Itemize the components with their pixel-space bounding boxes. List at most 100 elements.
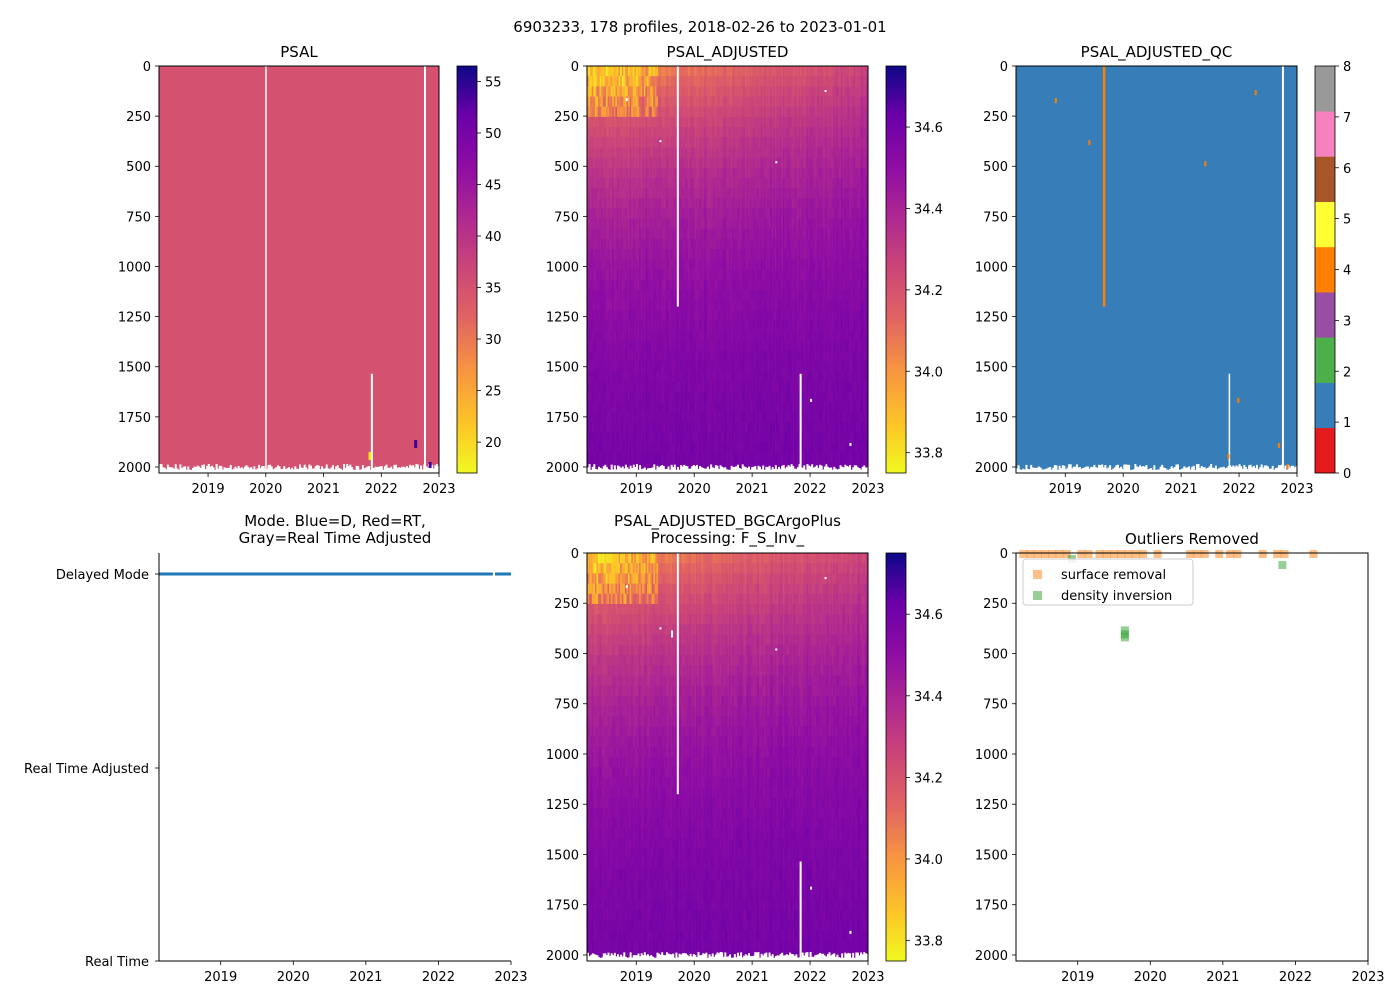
heatmap-cell: [662, 432, 665, 443]
heatmap-cell: [664, 330, 667, 342]
missing-data-cell: [278, 466, 281, 473]
heatmap-cell: [656, 371, 659, 382]
heatmap-cell: [612, 76, 615, 87]
heatmap-cell: [651, 218, 654, 230]
heatmap-cell: [664, 452, 667, 464]
heatmap-cell: [648, 137, 651, 148]
heatmap-cell: [648, 96, 651, 108]
heatmap-cell: [680, 371, 683, 382]
heatmap-cell: [672, 340, 675, 352]
heatmap-cell: [676, 350, 679, 362]
heatmap-cell: [612, 381, 615, 392]
heatmap-cell: [613, 96, 616, 108]
heatmap-cell: [664, 228, 667, 240]
heatmap-cell: [626, 411, 629, 423]
heatmap-cell: [623, 381, 626, 392]
heatmap-cell: [628, 269, 631, 281]
heatmap-cell: [601, 177, 604, 189]
heatmap-cell: [648, 116, 651, 128]
heatmap-cell: [620, 76, 623, 87]
missing-data-cell: [382, 469, 385, 473]
heatmap-cell: [650, 330, 653, 342]
heatmap-cell: [643, 411, 646, 423]
heatmap-cell: [620, 279, 623, 291]
heatmap-cell: [658, 116, 661, 128]
heatmap-cell: [588, 442, 591, 454]
heatmap-cell: [605, 350, 608, 362]
heatmap-cell: [631, 177, 634, 189]
heatmap-cell: [669, 76, 672, 87]
heatmap-cell: [672, 157, 675, 169]
heatmap-cell: [607, 330, 610, 342]
heatmap-cell: [629, 116, 632, 128]
heatmap-cell: [639, 269, 642, 281]
heatmap-cell: [650, 188, 653, 199]
heatmap-cell: [615, 167, 618, 179]
heatmap-cell: [659, 208, 662, 220]
heatmap-cell: [680, 269, 683, 281]
heatmap-cell: [643, 340, 646, 352]
heatmap-cell: [587, 249, 589, 260]
heatmap-cell: [667, 96, 670, 108]
heatmap-cell: [602, 401, 605, 413]
heatmap-cell: [629, 249, 632, 260]
heatmap-cell: [642, 106, 645, 118]
heatmap-cell: [661, 401, 664, 413]
heatmap-cell: [618, 177, 621, 189]
heatmap-cell: [662, 310, 665, 321]
heatmap-cell: [593, 137, 596, 148]
heatmap-cell: [650, 391, 653, 403]
heatmap-cell: [637, 340, 640, 352]
missing-data-cell: [292, 469, 295, 473]
heatmap-cell: [604, 320, 607, 331]
heatmap-cell: [635, 350, 638, 362]
heatmap-cell: [651, 238, 654, 250]
heatmap-cell: [651, 137, 654, 148]
heatmap-cell: [631, 279, 634, 291]
heatmap-cell: [599, 432, 602, 443]
heatmap-cell: [643, 279, 646, 291]
heatmap-cell: [591, 167, 594, 179]
heatmap-cell: [629, 411, 632, 423]
missing-data-cell: [314, 466, 317, 473]
heatmap-cell: [610, 96, 613, 108]
heatmap-cell: [604, 422, 607, 433]
heatmap-cell: [651, 76, 654, 87]
heatmap-cell: [659, 249, 662, 260]
heatmap-cell: [658, 106, 661, 118]
heatmap-cell: [607, 238, 610, 250]
heatmap-cell: [607, 381, 610, 392]
y-tick-label: 500: [126, 160, 151, 175]
heatmap-cell: [613, 371, 616, 382]
heatmap-cell: [599, 249, 602, 260]
heatmap-cell: [634, 188, 637, 199]
heatmap-cell: [629, 279, 632, 291]
heatmap-cell: [662, 381, 665, 392]
heatmap-cell: [654, 147, 657, 158]
heatmap-cell: [640, 411, 643, 423]
heatmap-cell: [620, 411, 623, 423]
heatmap-cell: [588, 137, 591, 148]
heatmap-cell: [602, 188, 605, 199]
heatmap-cell: [628, 66, 631, 77]
heatmap-cell: [631, 269, 634, 281]
heatmap-cell: [635, 371, 638, 382]
heatmap-cell: [593, 289, 596, 301]
heatmap-cell: [637, 66, 640, 77]
heatmap-cell: [643, 249, 646, 260]
heatmap-cell: [651, 96, 654, 108]
heatmap-cell: [670, 76, 673, 87]
heatmap-cell: [588, 228, 591, 240]
heatmap-cell: [653, 432, 656, 443]
heatmap-cell: [626, 391, 629, 403]
heatmap-cell: [681, 422, 684, 433]
heatmap-cell: [615, 238, 618, 250]
heatmap-cell: [645, 340, 648, 352]
heatmap-cell: [591, 86, 594, 97]
heatmap-cell: [639, 371, 642, 382]
heatmap-cell: [661, 432, 664, 443]
heatmap-cell: [670, 106, 673, 118]
heatmap-cell: [637, 127, 640, 138]
heatmap-cell: [640, 442, 643, 454]
heatmap-cell: [670, 177, 673, 189]
